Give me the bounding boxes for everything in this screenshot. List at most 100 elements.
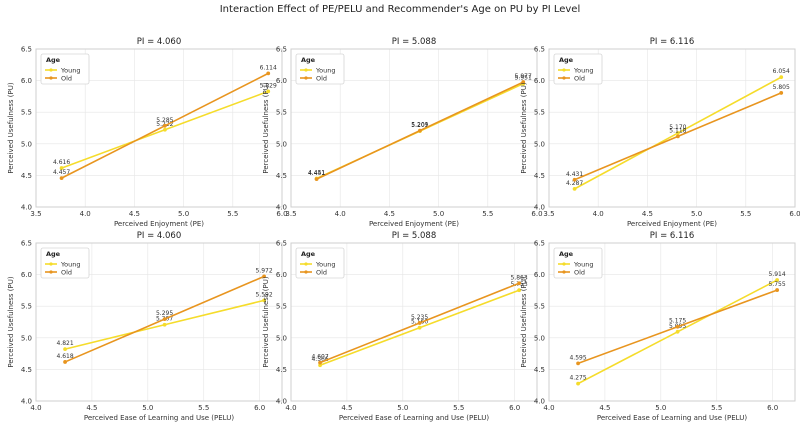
y-tick-label: 6.5: [21, 240, 32, 248]
x-tick-label: 5.5: [740, 210, 751, 218]
plot-frame: [35, 48, 283, 208]
data-label: 4.457: [53, 169, 70, 176]
data-label: 4.451: [308, 169, 325, 176]
y-tick-label: 4.0: [534, 204, 545, 212]
data-point-young: [775, 278, 780, 282]
chart-panel-4: 4.0 4.5 5.0 5.5 6.0 4.0 4.5 5.0 5.5 6.0 6.5 PI = 4.…: [7, 231, 283, 422]
x-tick-label: 3.5: [30, 210, 41, 218]
data-label: 5.118: [669, 127, 686, 134]
chart-panel-6: 4.0 4.5 5.0 5.5 6.0 4.0 4.5 5.0 5.5 6.0 6.5 PI = 6.…: [520, 231, 796, 422]
x-tick-label: 4.0: [285, 404, 296, 412]
data-point-young: [262, 298, 267, 303]
y-tick-label: 4.0: [276, 398, 287, 406]
y-tick-label: 6.0: [276, 77, 287, 85]
data-point-young: [163, 127, 167, 132]
x-tick-label: 4.0: [543, 404, 554, 412]
y-tick-label: 6.0: [276, 271, 287, 279]
data-point-young: [417, 325, 422, 330]
x-tick-label: 4.0: [30, 404, 41, 412]
legend-entry-young: Young: [573, 66, 593, 74]
x-tick-label: 6.0: [254, 404, 265, 412]
y-tick-label: 6.5: [534, 240, 545, 248]
data-label: 6.054: [773, 68, 790, 75]
y-tick-label: 4.5: [276, 172, 287, 180]
legend-title: Age: [301, 56, 316, 64]
y-axis-label: Perceived Usefulness (PU): [262, 82, 270, 173]
x-tick-label: 5.0: [691, 210, 702, 218]
data-label: 5.201: [411, 122, 428, 129]
x-tick-label: 4.5: [384, 210, 395, 218]
panel-title: PI = 5.088: [392, 37, 437, 47]
figure-title: Interaction Effect of PE/PELU and Recomm…: [219, 4, 581, 15]
data-point-old: [418, 128, 422, 133]
legend-marker-old: [304, 270, 308, 274]
legend-marker-old: [49, 76, 53, 80]
data-point-old: [775, 288, 780, 292]
data-label: 5.977: [515, 73, 532, 80]
plot-frame: [35, 242, 283, 402]
data-point-old: [576, 361, 580, 366]
x-tick-label: 5.0: [142, 404, 153, 412]
data-point-old: [675, 324, 680, 329]
legend-title: Age: [301, 250, 316, 258]
data-point-old: [318, 360, 322, 365]
legend-entry-old: Old: [316, 268, 327, 276]
x-tick-label: 4.5: [86, 404, 97, 412]
x-tick-label: 4.5: [129, 210, 140, 218]
y-tick-label: 5.5: [276, 109, 287, 117]
data-point-old: [779, 91, 784, 95]
legend-entry-young: Young: [315, 260, 335, 268]
data-label: 4.821: [56, 340, 73, 347]
chart-panel-1: 3.5 4.0 4.5 5.0 5.5 6.04.04.55.05.56.06.5PI =…: [7, 37, 288, 228]
data-label: 5.863: [511, 274, 528, 281]
data-point-young: [572, 186, 577, 191]
legend-entry-old: Old: [316, 74, 327, 82]
legend-marker-young: [49, 68, 53, 72]
y-tick-label: 5.5: [21, 109, 32, 117]
data-point-young: [59, 166, 64, 170]
legend-entry-young: Young: [60, 260, 80, 268]
x-tick-label: 6.0: [531, 210, 542, 218]
y-tick-label: 4.0: [276, 204, 287, 212]
x-tick-label: 4.0: [335, 210, 346, 218]
data-label: 5.295: [156, 310, 173, 317]
x-tick-label: 5.5: [711, 404, 722, 412]
y-tick-label: 6.5: [534, 46, 545, 54]
y-tick-label: 5.5: [534, 303, 545, 311]
data-point-young: [779, 75, 784, 80]
plot-frame: [548, 242, 796, 402]
y-tick-label: 5.0: [276, 334, 287, 342]
legend-marker-old: [304, 76, 308, 80]
x-tick-label: 5.5: [227, 210, 238, 218]
y-tick-label: 6.5: [276, 240, 287, 248]
data-label: 5.209: [411, 122, 428, 129]
legend-box: [40, 53, 90, 85]
data-label: 5.755: [769, 281, 786, 288]
y-tick-label: 6.0: [21, 77, 32, 85]
legend-entry-young: Young: [60, 66, 80, 74]
legend-box: [553, 247, 603, 279]
chart-panel-2: 3.5 4.0 4.5 5.0 5.5 6.04.04.55.05.56.06.5PI =…: [262, 37, 543, 228]
y-tick-label: 4.5: [21, 366, 32, 374]
legend-title: Age: [559, 56, 574, 64]
legend-marker-old: [562, 76, 566, 80]
data-label: 4.607: [311, 354, 328, 361]
y-tick-label: 5.0: [534, 334, 545, 342]
data-point-old: [676, 134, 680, 139]
y-tick-label: 6.0: [534, 77, 545, 85]
data-point-young: [676, 131, 680, 135]
data-label: 4.287: [566, 180, 583, 187]
x-axis-label: Perceived Ease of Learning and Use (PELU…: [84, 414, 234, 422]
legend-entry-old: Old: [61, 74, 72, 82]
data-label: 4.441: [308, 170, 325, 177]
data-label: 5.170: [669, 124, 686, 131]
legend-entry-old: Old: [574, 74, 585, 82]
y-tick-label: 6.0: [21, 271, 32, 279]
chart-panel-5: 4.0 4.5 5.0 5.5 6.0 4.0 4.5 5.0 5.5 6.0 6.5 PI = 5.…: [262, 231, 538, 422]
y-axis-label: Perceived Usefulness (PU): [7, 276, 15, 367]
data-label: 4.566: [311, 356, 328, 363]
x-tick-label: 6.0: [276, 210, 287, 218]
legend-title: Age: [559, 250, 574, 258]
